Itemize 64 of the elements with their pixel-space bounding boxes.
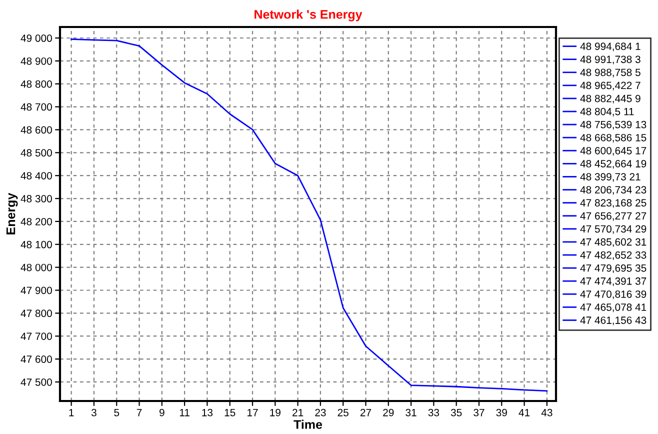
y-tick-label: 48 200 — [20, 218, 52, 226]
x-tick-label: 35 — [450, 408, 462, 416]
text: 48 882,445 9 — [580, 94, 640, 104]
line-series — [70, 38, 548, 392]
x-tick-label: 27 — [360, 408, 372, 416]
text: 47 465,078 41 — [580, 304, 646, 312]
text: 48 965,422 7 — [580, 82, 640, 90]
text: 48 399,73 21 — [580, 173, 640, 182]
x-tick-label: 7 — [136, 409, 142, 416]
x-tick-label: 19 — [270, 408, 280, 416]
y-tick-label: 48 800 — [20, 80, 52, 88]
x-tick-label: 11 — [180, 409, 190, 416]
text: 48 994,684 1 — [580, 42, 640, 52]
y-tick-label: 47 500 — [20, 378, 52, 386]
x-tick-label: 37 — [474, 408, 484, 416]
text: 47 570,734 29 — [580, 225, 646, 234]
x-tick-label: 1 — [69, 409, 74, 416]
y-tick-label: 49 000 — [20, 34, 52, 42]
text: 48 600,645 17 — [580, 147, 646, 156]
y-axis-title: Energy — [6, 192, 18, 234]
y-tick-label: 47 700 — [20, 332, 52, 340]
y-tick-label: 48 500 — [20, 149, 52, 157]
x-tick-label: 25 — [338, 408, 348, 416]
y-tick-label: 48 700 — [20, 103, 52, 111]
text: 48 804,5 11 — [580, 108, 634, 116]
text: 47 470,816 39 — [580, 290, 646, 300]
y-tick-label: 48 300 — [20, 195, 52, 202]
x-tick-label: 21 — [292, 408, 304, 416]
x-tick-label: 23 — [315, 408, 326, 416]
x-tick-label: 33 — [428, 408, 440, 416]
y-tick-label: 48 000 — [20, 264, 52, 272]
text: 47 474,391 37 — [580, 277, 646, 286]
text: 48 206,734 23 — [580, 186, 646, 195]
x-tick-label: 39 — [496, 408, 507, 416]
text: 47 656,277 27 — [580, 212, 646, 221]
y-tick-label: 47 900 — [20, 286, 52, 294]
x-tick-label: 29 — [383, 408, 394, 416]
y-tick-label: 47 800 — [20, 310, 52, 318]
x-tick-label: 5 — [114, 409, 120, 416]
text: 48 452,664 19 — [580, 160, 646, 169]
x-tick-label: 9 — [160, 408, 164, 416]
x-tick-label: 13 — [202, 408, 213, 416]
y-tick-label: 48 100 — [20, 240, 52, 248]
y-tick-label: 48 900 — [20, 57, 52, 65]
x-tick-label: 17 — [248, 409, 258, 416]
text: 47 479,695 35 — [580, 264, 646, 273]
text: 48 668,586 15 — [580, 134, 646, 143]
x-tick-label: 3 — [91, 408, 96, 416]
text: 47 485,602 31 — [580, 238, 646, 247]
text: 48 991,738 3 — [580, 56, 640, 64]
y-tick-label: 48 600 — [20, 126, 52, 134]
text: 47 482,652 33 — [580, 251, 646, 260]
chart-title: Network 's Energy — [254, 10, 362, 22]
x-tick-label: 15 — [224, 409, 236, 416]
text: 48 756,539 13 — [580, 120, 646, 130]
text: 47 461,156 43 — [580, 316, 646, 326]
x-axis-title: Time — [294, 420, 322, 429]
x-tick-label: 43 — [541, 408, 552, 416]
text: 47 823,168 25 — [580, 199, 646, 208]
text: 48 988,758 5 — [580, 68, 640, 78]
x-tick-label: 31 — [406, 408, 416, 416]
x-tick-label: 41 — [518, 409, 530, 416]
y-tick-label: 48 400 — [20, 172, 52, 180]
y-tick-label: 47 600 — [20, 356, 52, 363]
